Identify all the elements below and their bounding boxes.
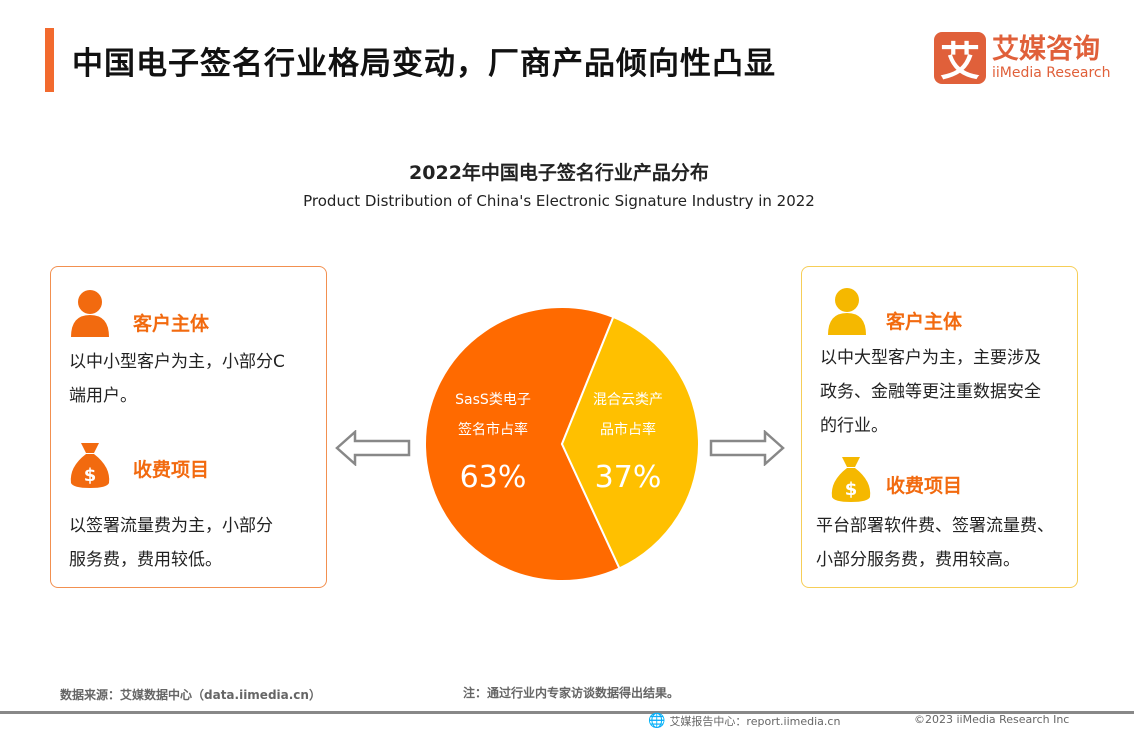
- logo: 艾 艾媒咨询 iiMedia Research: [934, 32, 1111, 85]
- logo-icon: 艾: [934, 32, 986, 85]
- slice-value-label: 37%: [595, 460, 662, 495]
- customer-text-line: 以中小型客户为主，小部分C: [69, 352, 285, 372]
- globe-icon: 🌐: [648, 713, 666, 729]
- slice-value-label: 63%: [460, 460, 527, 495]
- money-bag-icon: $: [831, 457, 871, 502]
- customer-text-line: 以中大型客户为主，主要涉及: [820, 348, 1041, 368]
- person-icon: [71, 290, 109, 337]
- right-arrow-icon: [709, 430, 785, 466]
- report-link[interactable]: 艾媒报告中心：report.iimedia.cn: [669, 715, 841, 728]
- fee-text-line: 服务费，费用较低。: [69, 550, 222, 570]
- footer-divider: [0, 711, 1134, 714]
- slice-label: SasS类电子: [455, 392, 531, 408]
- fee-title: 收费项目: [886, 475, 963, 497]
- pie-slice: [560, 315, 700, 570]
- logo-cn: 艾媒咨询: [992, 34, 1100, 65]
- person-icon: [828, 288, 866, 335]
- copyright: ©2023 iiMedia Research Inc: [914, 713, 1070, 726]
- left-arrow-icon: [335, 430, 411, 466]
- fee-text-line: 以签署流量费为主，小部分: [69, 516, 273, 536]
- title-accent-bar: [45, 28, 54, 92]
- data-source: 数据来源：艾媒数据中心（data.iimedia.cn）: [60, 688, 321, 702]
- left-card: 客户主体 以中小型客户为主，小部分C 端用户。 $ 收费项目 以签署流量费为主，…: [50, 266, 327, 588]
- svg-text:$: $: [84, 465, 97, 486]
- customer-text-line: 政务、金融等更注重数据安全: [820, 382, 1041, 402]
- svg-text:$: $: [845, 479, 858, 500]
- chart-subtitle: Product Distribution of China's Electron…: [303, 192, 815, 210]
- slice-label: 品市占率: [600, 421, 656, 438]
- fee-text-line: 小部分服务费，费用较高。: [816, 550, 1020, 570]
- chart-title: 2022年中国电子签名行业产品分布: [409, 162, 709, 184]
- customer-title: 客户主体: [886, 311, 963, 333]
- pie-chart: SasS类电子 签名市占率 63% 混合云类产 品市占率 37%: [424, 306, 700, 582]
- customer-text-line: 端用户。: [69, 386, 137, 406]
- note: 注：通过行业内专家访谈数据得出结果。: [463, 686, 680, 700]
- money-bag-icon: $: [70, 443, 110, 488]
- fee-text-line: 平台部署软件费、签署流量费、: [816, 516, 1054, 536]
- customer-text-line: 的行业。: [820, 416, 888, 436]
- logo-en: iiMedia Research: [992, 65, 1111, 81]
- pie-slice: [424, 306, 621, 582]
- right-card: 客户主体 以中大型客户为主，主要涉及 政务、金融等更注重数据安全 的行业。 $ …: [801, 266, 1078, 588]
- slice-label: 混合云类产: [593, 392, 663, 408]
- fee-title: 收费项目: [133, 459, 210, 481]
- customer-title: 客户主体: [133, 313, 210, 335]
- slice-label: 签名市占率: [458, 421, 528, 438]
- page-title: 中国电子签名行业格局变动，厂商产品倾向性凸显: [72, 46, 776, 82]
